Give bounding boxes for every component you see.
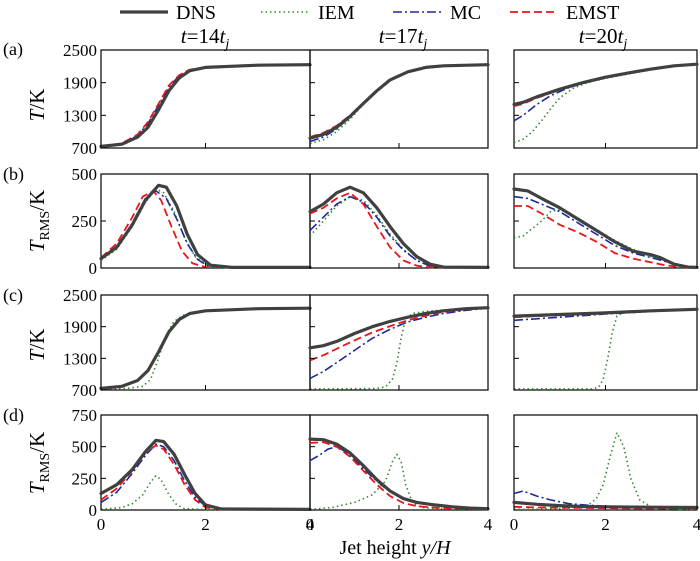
column-titles: t=14tj t=17tj t=20tj — [181, 24, 628, 52]
series-line-emst — [100, 190, 311, 269]
series-line-emst — [514, 205, 698, 269]
series-line-mc — [309, 307, 489, 380]
series-line-mc — [513, 195, 698, 269]
panel-r1-c2 — [308, 49, 490, 149]
series-line-iem — [100, 188, 310, 269]
panel-r2-c2 — [308, 173, 490, 269]
row-label-b: (b) — [3, 164, 24, 185]
panel-frame — [513, 49, 698, 149]
y-tick-label: 0 — [89, 501, 98, 520]
x-tick-label: 0 — [510, 515, 519, 534]
panel-frame — [513, 414, 698, 511]
column-title-3: t=20tj — [579, 24, 628, 52]
legend-dns-label: DNS — [176, 2, 216, 24]
ylabel-c: T/K — [25, 329, 49, 362]
x-tick-label: 0 — [306, 515, 315, 534]
series-line-emst — [309, 441, 489, 511]
panel-r4-c3: 0 2 4 — [510, 414, 700, 534]
legend-emst-label: EMST — [566, 2, 619, 24]
series-line-mc — [100, 63, 311, 148]
column-title-2: t=17tj — [379, 24, 428, 52]
x-tick-label: 4 — [484, 515, 493, 534]
series-line-emst — [100, 307, 311, 390]
series-line-dns — [308, 63, 490, 140]
series-line-iem — [100, 63, 311, 148]
series-line-dns — [512, 307, 699, 318]
series-line-mc — [309, 195, 488, 269]
series-line-dns — [99, 306, 312, 390]
y-tick-label: 500 — [72, 438, 98, 457]
series-line-dns — [308, 306, 490, 350]
y-tick-label: 700 — [72, 139, 98, 158]
ylabel-b: TRMS/K — [25, 190, 53, 252]
series-line-mc — [513, 63, 698, 122]
series-line-emst — [100, 444, 310, 511]
row-label-d: (d) — [3, 405, 24, 426]
y-tick-label: 1300 — [63, 349, 97, 368]
y-tick-label: 250 — [72, 469, 98, 488]
x-tick-label: 2 — [395, 515, 404, 534]
x-tick-label: 4 — [693, 515, 700, 534]
panel-frame — [100, 414, 311, 511]
x-tick-label: 4 — [306, 515, 315, 534]
series-line-iem — [513, 208, 698, 269]
y-tick-label: 700 — [72, 381, 98, 400]
series-line-mc — [100, 443, 311, 511]
ylabel-d: TRMS/K — [25, 432, 53, 494]
series-line-iem — [309, 453, 489, 511]
series-line-iem — [514, 308, 698, 390]
series-line-dns — [99, 63, 312, 148]
series-line-dns — [512, 62, 699, 106]
y-tick-label: 250 — [72, 212, 98, 231]
panel-r4-c2: 0 2 4 — [306, 414, 493, 534]
panel-frame — [100, 173, 311, 269]
panel-r2-c3 — [512, 173, 699, 269]
panel-r3-c2 — [308, 294, 490, 391]
series-line-mc — [100, 307, 311, 390]
series-line-emst — [100, 63, 311, 148]
y-tick-label: 0 — [89, 259, 98, 278]
series-line-iem — [100, 475, 310, 511]
x-tick-label: 2 — [601, 515, 610, 534]
series-line-mc — [309, 445, 489, 510]
y-tick-label: 750 — [72, 406, 98, 425]
legend-mc-label: MC — [450, 2, 481, 24]
x-tick-label: 2 — [201, 515, 210, 534]
series-line-dns — [512, 187, 699, 269]
series-line-dns — [99, 183, 312, 269]
series-line-emst — [513, 63, 698, 107]
row-label-c: (c) — [3, 285, 23, 306]
series-line-mc — [100, 190, 310, 269]
y-tick-label: 500 — [72, 165, 98, 184]
x-axis-title: Jet height y/H — [339, 537, 452, 559]
panel-r1-c1: 700 1300 1900 2500 — [63, 41, 312, 158]
series-line-emst — [309, 191, 488, 269]
row-labels: (a) (b) (c) (d) T/K TRMS/K T/K TRMS/K — [3, 39, 53, 494]
panels: 7001300190025000250500700130019002500025… — [63, 41, 700, 534]
y-tick-label: 2500 — [63, 286, 97, 305]
series-line-iem — [100, 307, 311, 390]
y-tick-label: 2500 — [63, 41, 97, 60]
y-tick-label: 1900 — [63, 74, 97, 93]
panel-r3-c3 — [512, 294, 699, 391]
row-label-a: (a) — [3, 39, 23, 60]
panel-r4-c1: 0 250 500 750 0 2 4 — [72, 406, 315, 534]
column-title-1: t=14tj — [181, 24, 230, 52]
legend-iem-label: IEM — [318, 2, 355, 24]
ylabel-a: T/K — [25, 89, 49, 122]
panel-r3-c1: 700 1300 1900 2500 — [63, 286, 312, 400]
y-tick-label: 1900 — [63, 318, 97, 337]
series-line-dns — [512, 500, 699, 510]
x-tick-label: 0 — [97, 515, 106, 534]
y-tick-label: 1300 — [63, 106, 97, 125]
panel-r2-c1: 0 250 500 — [72, 165, 312, 278]
legend: DNS IEM MC EMST — [120, 2, 619, 24]
series-line-dns — [308, 437, 490, 511]
panel-frame — [309, 173, 489, 269]
series-line-dns — [308, 185, 490, 269]
series-line-dns — [99, 438, 312, 511]
panel-r1-c3 — [512, 49, 699, 149]
